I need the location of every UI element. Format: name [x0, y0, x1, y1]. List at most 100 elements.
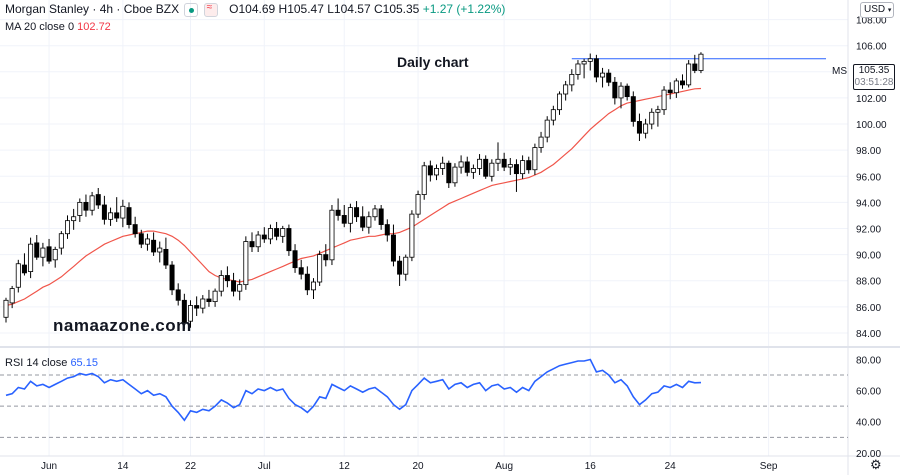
price-tick-label: 100.00	[856, 120, 887, 131]
compare-icon[interactable]: ≈	[203, 2, 218, 17]
candle-body	[95, 194, 101, 206]
candle-body	[698, 53, 704, 71]
candle-body	[680, 80, 686, 86]
candle-body	[550, 109, 556, 121]
rsi-tick-label: 60.00	[856, 387, 881, 398]
candle-body	[181, 299, 187, 323]
ma-legend[interactable]: MA 20 close 0 102.72	[5, 21, 111, 33]
daily-chart-label: Daily chart	[397, 54, 469, 70]
candle-body	[206, 298, 212, 303]
ohlc-low-label: L	[327, 2, 334, 16]
symbol-header: Morgan Stanley · 4h · Cboe BZX ≈ O104.69…	[5, 2, 505, 17]
candle-body	[526, 160, 532, 171]
candle-body	[433, 168, 439, 176]
candle-body	[464, 161, 470, 173]
candle-body	[132, 224, 138, 235]
candle-body	[212, 290, 218, 303]
candle-body	[101, 204, 107, 220]
candle-body	[126, 207, 132, 225]
candle-body	[520, 160, 526, 175]
price-tag-time: 03:51:28	[854, 77, 894, 88]
time-tick-label: Sep	[760, 461, 778, 472]
chevron-down-icon: ▾	[887, 7, 892, 14]
ohlc-high-label: H	[278, 2, 288, 16]
candle-body	[600, 72, 606, 78]
candle-body	[421, 165, 427, 195]
rsi-tick-label: 80.00	[856, 355, 881, 366]
candle-body	[34, 242, 40, 258]
candle-body	[335, 209, 341, 216]
candle-body	[575, 63, 581, 75]
price-tick-label: 102.00	[856, 94, 887, 105]
time-tick-label: 14	[117, 461, 129, 472]
candle-body	[15, 263, 21, 288]
candle-body	[329, 209, 335, 261]
candle-body	[649, 111, 655, 125]
currency-select[interactable]: USD ▾	[860, 2, 894, 18]
ohlc-high: 105.47	[287, 2, 324, 16]
price-tick-label: 106.00	[856, 42, 887, 53]
candle-body	[403, 256, 409, 275]
indicator-toggle-icon[interactable]	[184, 2, 199, 17]
candle-body	[624, 85, 630, 98]
rsi-tick-label: 20.00	[856, 449, 881, 460]
candle-body	[384, 224, 390, 236]
symbol-title[interactable]: Morgan Stanley · 4h · Cboe BZX	[5, 2, 180, 16]
candle-body	[58, 233, 64, 249]
ma-label: MA 20 close 0	[5, 21, 75, 33]
candle-body	[317, 254, 323, 283]
candle-body	[495, 158, 501, 164]
candle-body	[507, 164, 513, 168]
price-tick-label: 94.00	[856, 198, 881, 209]
candle-body	[304, 273, 310, 291]
candle-body	[397, 260, 403, 275]
price-tick-label: 92.00	[856, 224, 881, 235]
candle-body	[557, 93, 563, 111]
time-tick-label: 24	[665, 461, 677, 472]
candle-body	[46, 246, 52, 262]
candle-body	[630, 96, 636, 122]
candle-body	[89, 195, 95, 211]
candle-body	[618, 85, 624, 99]
candle-body	[77, 201, 83, 216]
candle-body	[151, 239, 157, 253]
candle-body	[249, 241, 255, 248]
candle-body	[114, 212, 120, 219]
candle-body	[587, 58, 593, 62]
time-tick-label: Jun	[41, 461, 57, 472]
rsi-line	[5, 358, 702, 422]
candle-body	[366, 216, 372, 228]
candle-body	[218, 275, 224, 292]
rsi-legend[interactable]: RSI 14 close 65.15	[5, 357, 98, 369]
candle-body	[643, 123, 649, 134]
candle-body	[593, 58, 599, 78]
watermark: namaazone.com	[53, 316, 192, 335]
candle-body	[286, 228, 292, 252]
candle-body	[427, 165, 433, 176]
candle-body	[28, 243, 34, 272]
candle-body	[686, 63, 692, 86]
candle-body	[120, 205, 126, 219]
candle-body	[280, 228, 286, 237]
price-tick-label: 86.00	[856, 303, 881, 314]
ma-value: 102.72	[77, 21, 111, 33]
time-tick-label: Aug	[495, 461, 513, 472]
candle-body	[501, 158, 507, 168]
candle-body	[224, 275, 230, 282]
candle-body	[390, 234, 396, 262]
candle-body	[470, 168, 476, 173]
candle-body	[581, 60, 587, 65]
settings-gear-icon[interactable]: ⚙	[870, 457, 882, 472]
candle-body	[612, 81, 618, 99]
ma20-line	[5, 87, 702, 307]
candle-body	[655, 109, 661, 113]
candle-body	[274, 228, 280, 237]
ohlc-change: +1.27 (+1.22%)	[422, 2, 506, 16]
candle-body	[40, 247, 46, 258]
ohlc-open-label: O	[229, 2, 239, 16]
candle-body	[532, 147, 538, 171]
ohlc-low: 104.57	[333, 2, 371, 16]
candle-body	[544, 119, 550, 138]
